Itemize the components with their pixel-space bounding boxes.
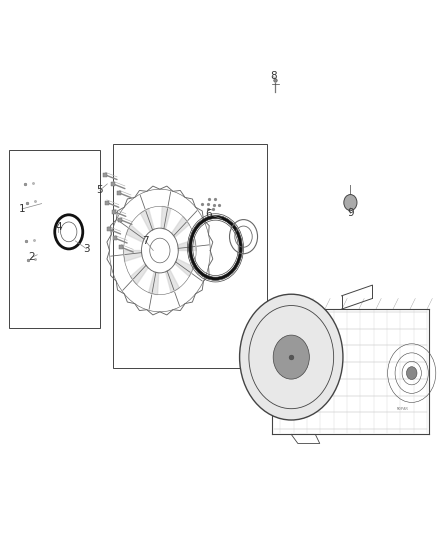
Text: 1: 1 xyxy=(18,204,25,214)
Circle shape xyxy=(406,367,417,379)
Text: 9: 9 xyxy=(347,208,354,218)
Polygon shape xyxy=(166,269,179,293)
Text: 6: 6 xyxy=(205,209,212,219)
Text: 8: 8 xyxy=(270,71,277,81)
Polygon shape xyxy=(126,224,145,243)
Circle shape xyxy=(273,335,309,379)
Polygon shape xyxy=(148,272,159,295)
Polygon shape xyxy=(161,206,171,229)
Polygon shape xyxy=(141,208,154,232)
Polygon shape xyxy=(131,264,148,285)
Polygon shape xyxy=(172,216,189,237)
Polygon shape xyxy=(124,251,142,262)
Text: 3: 3 xyxy=(83,244,90,254)
Text: 7: 7 xyxy=(142,236,149,246)
Text: 5: 5 xyxy=(96,185,103,195)
Polygon shape xyxy=(178,239,196,251)
Text: MOPAR: MOPAR xyxy=(397,407,409,411)
Circle shape xyxy=(240,294,343,420)
Polygon shape xyxy=(175,259,194,277)
Circle shape xyxy=(344,195,357,211)
Text: 2: 2 xyxy=(28,253,35,262)
Text: 4: 4 xyxy=(55,222,62,232)
